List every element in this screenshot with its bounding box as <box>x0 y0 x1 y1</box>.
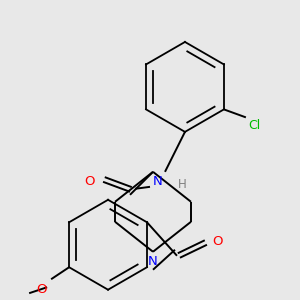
Text: O: O <box>212 235 222 248</box>
Text: O: O <box>37 283 47 296</box>
Text: N: N <box>148 255 158 268</box>
Text: H: H <box>178 178 187 191</box>
Text: N: N <box>153 175 163 188</box>
Text: O: O <box>85 175 95 188</box>
Text: Cl: Cl <box>248 119 260 132</box>
